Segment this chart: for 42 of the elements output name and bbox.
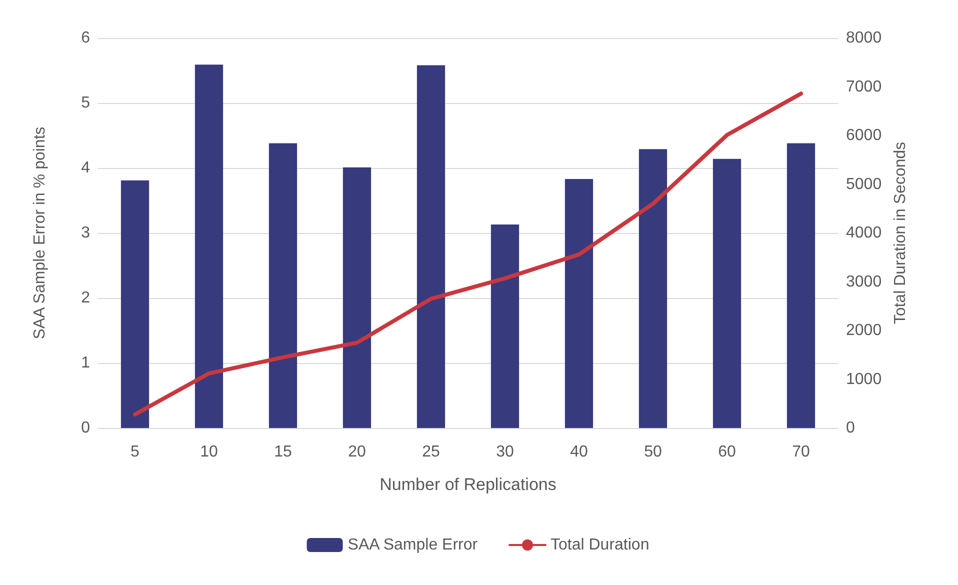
bar <box>712 158 742 428</box>
y-tick-label: 3 <box>81 224 90 242</box>
x-axis-title: Number of Replications <box>380 475 556 494</box>
x-tick-label: 15 <box>274 444 292 460</box>
x-tick-label: 5 <box>130 444 140 460</box>
y-tick-label: 2 <box>81 290 90 306</box>
x-tick-label: 50 <box>644 444 662 460</box>
y-tick-label: 5 <box>81 94 90 112</box>
y-tick-label: 0 <box>81 420 90 436</box>
bar <box>268 143 298 428</box>
line-series <box>133 92 803 416</box>
bar <box>342 167 372 428</box>
x-tick-label: 25 <box>422 444 440 460</box>
bar <box>638 149 668 428</box>
y2-tick-label: 6000 <box>846 127 882 144</box>
x-tick-label: 40 <box>570 444 588 460</box>
x-tick-label: 30 <box>496 444 514 460</box>
y2-tick-label: 1000 <box>846 370 882 388</box>
y2-axis-title: Total Duration in Seconds <box>892 142 909 324</box>
y2-tick-label: 3000 <box>846 273 882 290</box>
x-tick-label: 60 <box>718 444 736 460</box>
y-tick-label: 1 <box>81 354 90 372</box>
y2-tick-label: 0 <box>846 420 855 436</box>
y2-tick-label: 2000 <box>846 322 882 339</box>
y-axis-title: SAA Sample Error in % points <box>32 126 48 340</box>
y-tick-label: 6 <box>81 30 90 46</box>
bar <box>564 179 594 428</box>
bar <box>786 143 816 428</box>
y-tick-label: 4 <box>81 160 90 176</box>
bar <box>490 224 520 428</box>
legend-label: Total Duration <box>550 536 650 554</box>
y2-tick-label: 7000 <box>846 78 882 96</box>
bar <box>194 64 224 428</box>
y2-tick-label: 8000 <box>846 30 882 46</box>
y2-tick-label: 4000 <box>846 224 882 242</box>
bar <box>416 65 446 428</box>
bar <box>120 180 150 428</box>
y2-tick-label: 5000 <box>846 176 882 193</box>
x-tick-label: 20 <box>348 444 366 460</box>
x-tick-label: 10 <box>200 444 218 460</box>
x-tick-label: 70 <box>792 444 810 460</box>
legend-label: SAA Sample Error <box>348 536 478 554</box>
